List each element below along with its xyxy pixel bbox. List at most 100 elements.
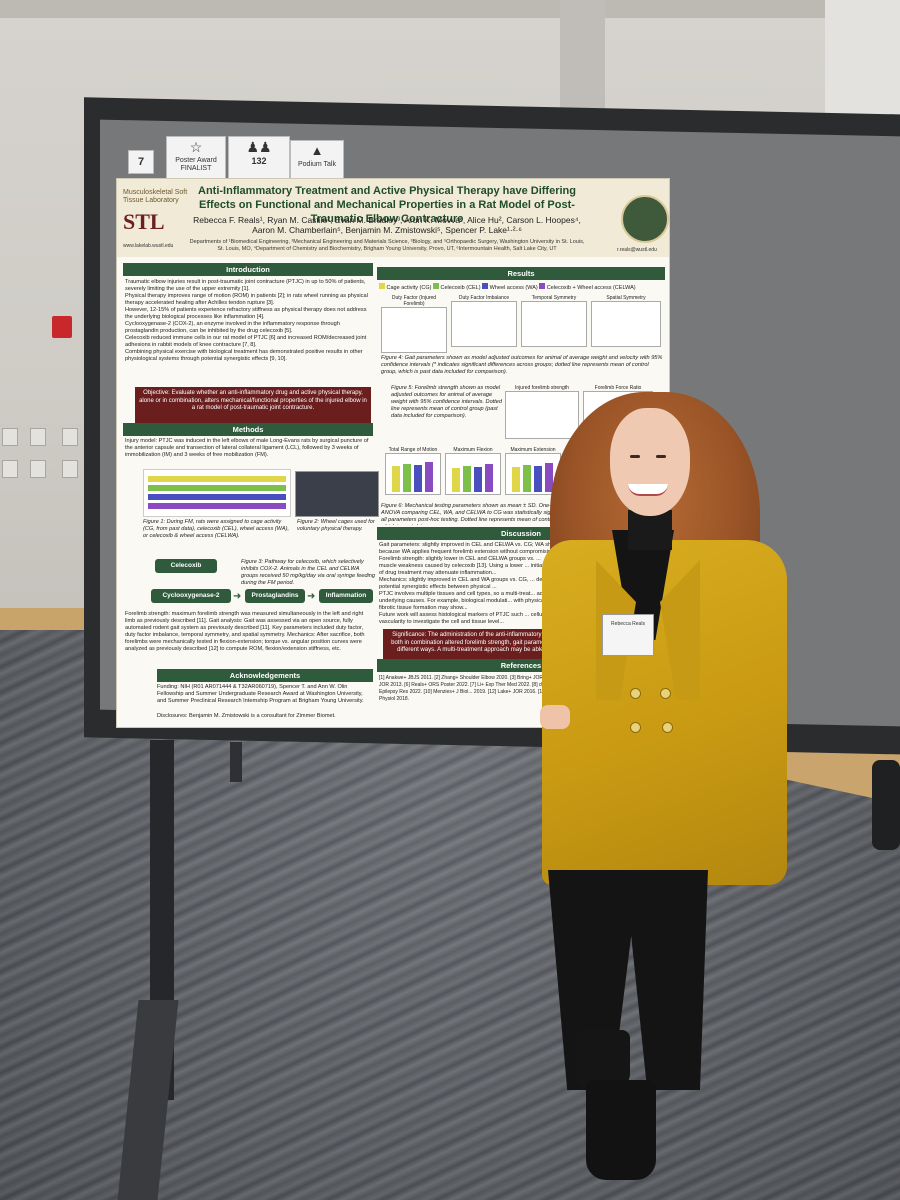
figure1-caption: Figure 1: During FM, rats were assigned … [143,519,290,539]
results-heading: Results [377,267,665,280]
significance-box: Significance: The administration of the … [383,629,571,661]
mechanics-chart-plot [385,453,441,495]
chart-bar [512,467,520,492]
gait-chart: Temporal Symmetry [521,295,587,351]
methods-details: Forelimb strength: maximum forelimb stre… [125,611,365,652]
lab-url: www.lakelab.wustl.edu [123,243,174,249]
poster-award-badge: ☆ Poster Award FINALIST [166,136,226,182]
strength-chart-title: Injured forelimb strength [515,385,569,391]
lab-logo: STL [123,209,165,234]
podium-talk-badge: ▲ Podium Talk [290,140,344,182]
methods-heading: Methods [123,423,373,436]
mechanics-chart: Total Range of Motion [385,447,441,499]
gait-chart: Spatial Symmetry [591,295,661,351]
figure6-caption: Figure 6: Mechanical testing parameters … [381,503,576,525]
poster-header [117,179,669,257]
person-face [610,408,690,516]
person-boot [575,1030,630,1088]
discussion-bullet: PTJC involves multiple tissues and cell … [379,591,578,611]
chart-bar [534,466,542,492]
figure5-caption: Figure 5: Forelimb strength shown as mod… [391,385,503,419]
gait-chart-plot [591,301,661,347]
gait-chart: Duty Factor Imbalance [451,295,517,351]
lab-name: Musculoskeletal Soft Tissue Laboratory [123,189,188,204]
legend-label: Celecoxib + Wheel access (CELWA) [546,285,636,291]
acknowledgements-heading: Acknowledgements [157,669,373,682]
chart-bar [403,464,411,492]
award-count-badge: ♟♟ 132 [228,136,290,182]
blazer-button [660,688,671,699]
timeline-bar [148,485,286,491]
discussion-bullet: Forelimb strength: slightly lower in CEL… [379,556,541,562]
intro-bullet: Combining physical exercise with biologi… [125,349,363,362]
inflammation-box: Inflammation [319,589,373,603]
chart-bar [463,466,471,492]
wall-switch [30,460,46,478]
intro-bullet: Traumatic elbow injuries result in post-… [125,279,366,292]
prostaglandins-box: Prostaglandins [245,589,305,603]
wall-switch [2,428,18,446]
figure3-caption: Figure 3: Pathway for celecoxib, which s… [241,559,375,586]
blazer-button [630,688,641,699]
mechanics-chart-title: Maximum Flexion [453,447,493,453]
poster-authors: Rebecca F. Reals¹, Ryan M. Castile², Eva… [193,215,581,235]
wall-switch [30,428,46,446]
blazer-button [662,722,673,733]
figure2-caption: Figure 2: Wheel cages used for voluntary… [297,519,375,532]
wall-switch [62,428,78,446]
blazer-button [630,722,641,733]
gait-chart-plot [381,307,447,353]
podium-talk-label: Podium Talk [297,161,336,168]
ceiling [0,0,900,18]
person-eye [656,455,666,458]
gait-chart-plot [451,301,517,347]
arrow-icon: ➜ [233,591,242,602]
chart-bar [523,465,531,492]
figure4-caption: Figure 4: Gait parameters shown as model… [381,355,663,375]
name-badge-text: Rebecca Reals [611,621,645,627]
people-icon: ♟♟ [246,139,272,155]
legend-label: Celecoxib (CEL) [440,285,481,291]
chart-bar [474,467,482,492]
timeline-bar [148,503,286,509]
mechanics-chart: Maximum Flexion [445,447,501,499]
person-hand [540,705,570,729]
gait-chart-plot [521,301,587,347]
intro-bullet: Cyclooxygenase-2 (COX-2), an enzyme invo… [125,321,340,334]
wall-switch [2,460,18,478]
chart-bar [392,466,400,492]
mechanics-chart-title: Maximum Extension [510,447,556,453]
intro-bullet: Celecoxib reduced immune cells in our ra… [125,335,367,348]
chart-bar [485,464,493,492]
person-neck [628,510,672,550]
strength-chart-plot [505,391,579,439]
mechanics-chart-title: Total Range of Motion [388,447,438,453]
poster-title: Anti-Inflammatory Treatment and Active P… [198,185,576,225]
poster-award-label: Poster Award FINALIST [175,157,217,172]
timeline-figure [143,469,291,517]
mechanics-chart-plot [445,453,501,495]
award-count: 132 [251,156,267,166]
mechanics-chart-plot [505,453,561,495]
award-icon: ☆ [189,139,203,155]
board-leg [872,760,900,850]
fire-alarm [52,316,72,338]
chart-bar [452,468,460,492]
legend-swatch [539,283,546,289]
poster-affiliations: Departments of ¹Biomedical Engineering, … [189,239,585,252]
legend-swatch [482,283,489,289]
chart-bar [425,462,433,492]
intro-bullet: However, 12-15% of patients experience r… [125,307,367,320]
cox2-box: Cyclooxygenase-2 [151,589,231,603]
arrow-icon: ➜ [307,591,316,602]
gait-chart-title: Duty Factor Imbalance [458,295,510,301]
chart-bar [414,465,422,492]
mechanics-chart: Maximum Extension [505,447,561,499]
discussion-bullet: Mechanics: slightly improved in CEL and … [379,577,572,590]
person-smile [628,484,668,496]
discussion-bullet: Gait parameters: slightly improved in CE… [379,542,571,555]
timeline-bar [148,494,286,500]
celecoxib-box: Celecoxib [155,559,217,573]
chart-bar [545,463,553,492]
strength-chart-title: Forelimb Force Ratio [594,385,642,391]
